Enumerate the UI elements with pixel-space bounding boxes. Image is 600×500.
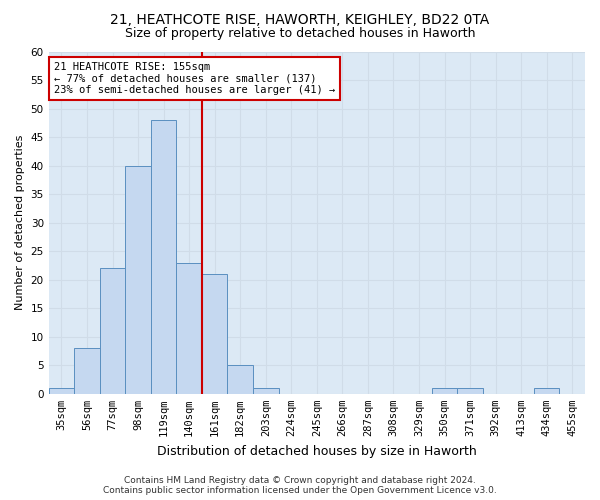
Text: Size of property relative to detached houses in Haworth: Size of property relative to detached ho… [125, 28, 475, 40]
Bar [49, 388, 74, 394]
Text: Contains HM Land Registry data © Crown copyright and database right 2024.
Contai: Contains HM Land Registry data © Crown c… [103, 476, 497, 495]
Bar [125, 166, 151, 394]
Bar [227, 366, 253, 394]
Y-axis label: Number of detached properties: Number of detached properties [15, 135, 25, 310]
Bar [432, 388, 457, 394]
Bar [253, 388, 278, 394]
Bar [100, 268, 125, 394]
Bar [457, 388, 483, 394]
Text: 21 HEATHCOTE RISE: 155sqm
← 77% of detached houses are smaller (137)
23% of semi: 21 HEATHCOTE RISE: 155sqm ← 77% of detac… [54, 62, 335, 95]
Bar [202, 274, 227, 394]
X-axis label: Distribution of detached houses by size in Haworth: Distribution of detached houses by size … [157, 444, 477, 458]
Text: 21, HEATHCOTE RISE, HAWORTH, KEIGHLEY, BD22 0TA: 21, HEATHCOTE RISE, HAWORTH, KEIGHLEY, B… [110, 12, 490, 26]
Bar [151, 120, 176, 394]
Bar [176, 262, 202, 394]
Bar [74, 348, 100, 394]
Bar [534, 388, 559, 394]
